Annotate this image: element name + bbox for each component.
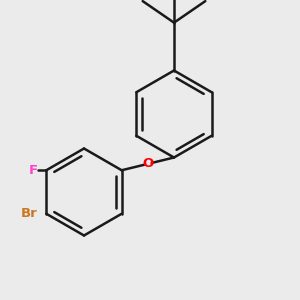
- Text: Br: Br: [21, 207, 38, 220]
- Text: O: O: [142, 158, 154, 170]
- Text: F: F: [29, 164, 38, 177]
